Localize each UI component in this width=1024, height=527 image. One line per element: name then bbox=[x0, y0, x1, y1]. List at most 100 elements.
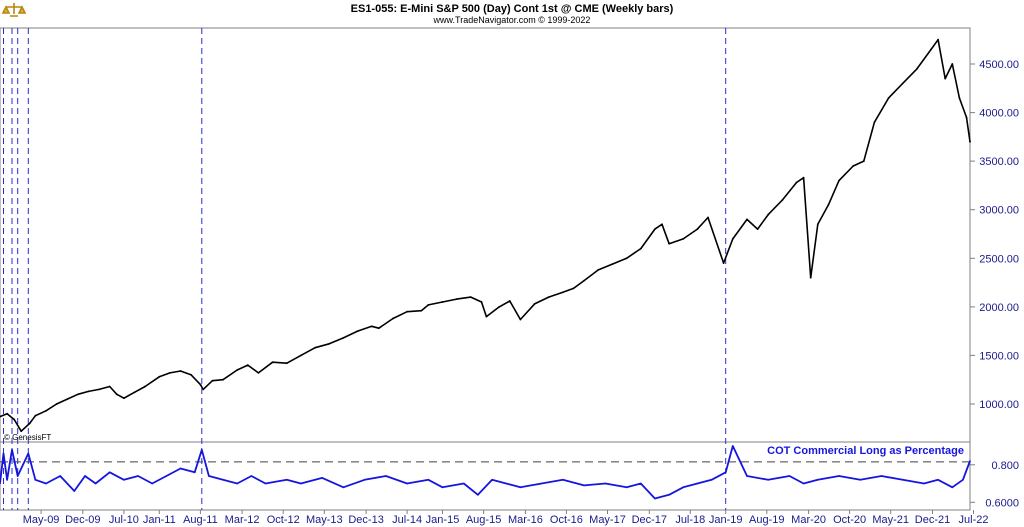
indicator-tick-label: 0.6000 bbox=[985, 497, 1019, 509]
price-point bbox=[441, 301, 444, 303]
cot-point bbox=[222, 479, 224, 481]
time-tick-label: Aug-11 bbox=[183, 514, 218, 526]
price-point bbox=[20, 430, 23, 433]
time-tick-label: Mar-16 bbox=[508, 514, 543, 526]
price-point bbox=[682, 238, 685, 240]
price-tick-label: 4500.00 bbox=[979, 59, 1019, 71]
price-point bbox=[257, 372, 260, 374]
cot-point bbox=[654, 497, 656, 500]
price-point bbox=[827, 204, 830, 206]
price-point bbox=[55, 403, 58, 405]
time-tick-label: Oct-12 bbox=[267, 514, 300, 526]
cot-point bbox=[969, 460, 971, 462]
cot-point bbox=[880, 475, 883, 477]
price-point bbox=[370, 325, 373, 328]
cot-point bbox=[59, 475, 61, 477]
cot-point bbox=[123, 479, 125, 481]
price-point bbox=[392, 317, 394, 320]
cot-point bbox=[137, 475, 139, 477]
cot-point bbox=[108, 471, 111, 474]
cot-point bbox=[208, 475, 210, 477]
time-tick-label: Aug-19 bbox=[749, 514, 784, 526]
time-tick-label: Dec-17 bbox=[632, 514, 667, 526]
cot-point bbox=[477, 494, 479, 496]
price-point bbox=[873, 121, 876, 124]
time-tick-label: Jan-11 bbox=[143, 514, 176, 526]
chart-title: ES1-055: E-Mini S&P 500 (Day) Cont 1st @… bbox=[351, 3, 674, 15]
chart-subtitle: www.TradeNavigator.com © 1999-2022 bbox=[433, 15, 591, 25]
cot-point bbox=[342, 486, 345, 489]
price-point bbox=[356, 330, 359, 332]
cot-point bbox=[6, 479, 8, 481]
price-point bbox=[427, 304, 430, 306]
price-point bbox=[498, 306, 501, 308]
price-point bbox=[722, 262, 725, 264]
cot-point bbox=[45, 482, 47, 485]
price-point bbox=[480, 301, 483, 303]
time-tick-label: May-21 bbox=[872, 514, 909, 526]
price-point bbox=[13, 418, 16, 421]
cot-point bbox=[0, 482, 1, 485]
cot-point bbox=[788, 475, 791, 477]
price-point bbox=[597, 269, 600, 271]
price-point bbox=[572, 287, 575, 290]
indicator-title: COT Commercial Long as Percentage bbox=[767, 445, 964, 457]
price-point bbox=[661, 223, 663, 226]
cot-point bbox=[363, 479, 366, 481]
time-tick-label: Jul-22 bbox=[959, 514, 989, 526]
price-point bbox=[802, 176, 805, 179]
cot-point bbox=[321, 477, 324, 479]
price-point bbox=[123, 397, 125, 400]
price-point bbox=[246, 364, 249, 366]
time-tick-label: Jul-18 bbox=[675, 514, 705, 526]
price-point bbox=[285, 362, 288, 365]
time-tick-label: May-17 bbox=[589, 514, 626, 526]
price-point bbox=[158, 375, 161, 378]
price-point bbox=[271, 361, 274, 364]
price-point bbox=[838, 179, 840, 182]
price-point bbox=[519, 318, 522, 321]
price-point bbox=[34, 414, 37, 417]
price-point bbox=[533, 303, 536, 305]
price-point bbox=[98, 388, 100, 391]
price-point bbox=[455, 298, 458, 300]
price-point bbox=[144, 385, 147, 388]
price-series bbox=[0, 38, 971, 433]
time-tick-label: Oct-20 bbox=[833, 514, 866, 526]
time-tick-label: Aug-15 bbox=[466, 514, 501, 526]
cot-point bbox=[34, 479, 37, 481]
price-point bbox=[485, 315, 488, 318]
price-point bbox=[916, 68, 918, 70]
cot-point bbox=[682, 486, 684, 489]
price-point bbox=[406, 310, 408, 313]
cot-point bbox=[802, 482, 805, 485]
price-tick-label: 4000.00 bbox=[979, 108, 1019, 120]
price-point bbox=[816, 223, 819, 226]
cot-point bbox=[505, 482, 508, 485]
price-point bbox=[969, 140, 971, 143]
price-point bbox=[583, 279, 585, 282]
price-point bbox=[930, 48, 932, 51]
price-point bbox=[547, 296, 550, 298]
price-point bbox=[133, 391, 136, 394]
cot-point bbox=[732, 445, 734, 447]
price-point bbox=[314, 346, 316, 349]
price-tick-label: 3500.00 bbox=[979, 156, 1019, 168]
cot-point bbox=[491, 479, 493, 481]
time-tick-label: May-09 bbox=[23, 514, 60, 526]
price-point bbox=[852, 165, 855, 167]
time-tick-label: Dec-09 bbox=[65, 514, 100, 526]
price-point bbox=[108, 385, 111, 388]
cot-point bbox=[859, 479, 862, 481]
price-point bbox=[377, 327, 380, 330]
cot-point bbox=[179, 467, 182, 470]
price-point bbox=[179, 370, 182, 372]
price-point bbox=[887, 97, 890, 99]
cot-point bbox=[11, 449, 13, 451]
price-point bbox=[469, 296, 472, 298]
time-tick-label: Dec-21 bbox=[915, 514, 950, 526]
price-point bbox=[654, 228, 656, 231]
logo-icon bbox=[1, 3, 27, 17]
price-point bbox=[625, 257, 628, 260]
